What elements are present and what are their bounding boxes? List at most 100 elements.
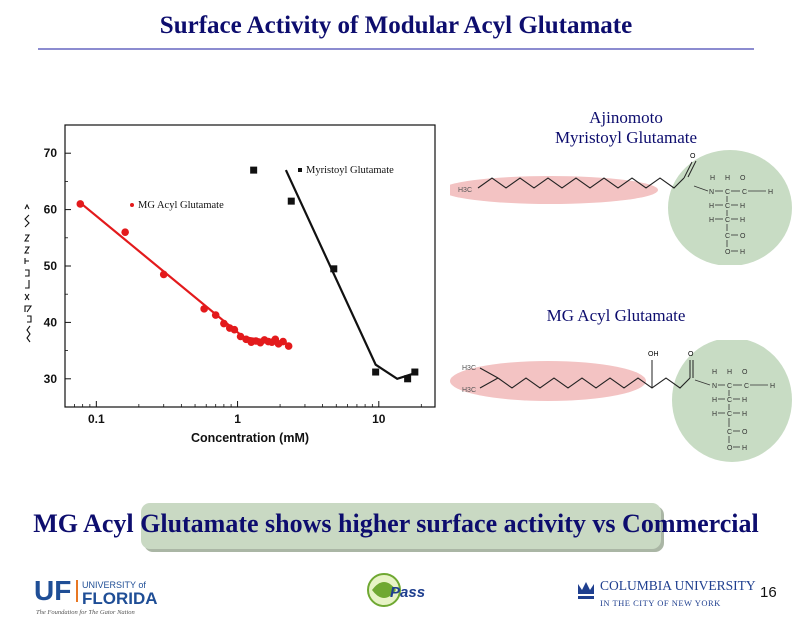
data-point [76,200,85,208]
uf-tagline: The Foundation for The Gator Nation [36,609,135,616]
svg-text:O: O [740,175,746,182]
glutamate-bonds [694,379,768,448]
svg-text:H: H [709,217,714,224]
footer: UF UNIVERSITY of FLORIDA The Foundation … [0,566,792,616]
svg-text:H: H [727,369,732,376]
glutamate-bonds [693,185,766,252]
columbia-line1: COLUMBIA UNIVERSITY [600,578,756,593]
svg-text:O: O [742,369,748,376]
methyl-label-top: H3C [462,365,476,372]
pass-logo-graphic: Pass [367,573,425,607]
y-tick-label: 60 [44,203,58,217]
fit-line [284,169,416,381]
lipid-tail-highlight [450,361,646,401]
ajinomoto-label-line1: Ajinomoto [589,108,663,127]
y-tick-label: 30 [44,372,58,386]
uf-line1: UNIVERSITY of [82,580,146,590]
columbia-crown-icon [578,582,594,599]
lipid-tail-highlight [450,176,658,204]
y-axis-label-scribble [23,203,33,343]
svg-text:O: O [725,249,731,256]
hydroxyl-label: OH [648,351,659,358]
series-annotation: Myristoyl Glutamate [306,165,394,176]
x-tick-label: 0.1 [88,412,105,426]
data-point [220,319,228,328]
series-annotation: MG Acyl Glutamate [138,200,224,211]
callout-text: MG Acyl Glutamate shows higher surface a… [33,509,759,538]
x-tick-label: 1 [234,412,241,426]
pass-logo: Pass [364,570,434,615]
svg-text:C: C [727,397,732,404]
svg-text:O: O [727,445,733,452]
svg-text:C: C [725,233,730,240]
svg-text:N: N [709,189,714,196]
annotation-marker [130,203,134,207]
page-number: 16 [760,584,777,601]
uf-logo-graphic: UF UNIVERSITY of FLORIDA The Foundation … [34,575,158,616]
columbia-line2: IN THE CITY OF NEW YORK [600,598,721,608]
svg-text:C: C [727,429,732,436]
svg-text:C: C [725,217,730,224]
data-point [250,166,258,174]
pass-leaf-icon [367,573,401,607]
headgroup-highlight [668,150,792,265]
callout-background [141,503,661,549]
svg-text:C: C [727,411,732,418]
svg-text:C: C [742,189,747,196]
data-point [411,368,419,376]
carbonyl-o-label: O [690,153,696,160]
conclusion-callout: MG Acyl Glutamate shows higher surface a… [0,503,792,549]
headgroup-highlight [672,340,792,462]
svg-text:C: C [725,203,730,210]
data-point [372,368,380,376]
title-divider [38,48,754,50]
svg-text:H: H [742,411,747,418]
data-point [279,337,287,346]
uf-line2: FLORIDA [82,589,158,608]
y-tick-label: 70 [44,146,58,160]
mg-acyl-label: MG Acyl Glutamate [546,306,686,325]
fit-line [79,201,289,345]
ajinomoto-label-line2: Myristoyl Glutamate [554,128,698,147]
x-tick-label: 10 [372,412,386,426]
columbia-logo: COLUMBIA UNIVERSITY IN THE CITY OF NEW Y… [576,574,756,617]
surface-tension-chart: 30 40 50 60 70 0.1 1 10 Concentration (mM) Myrist… [23,124,436,445]
svg-text:H: H [770,383,775,390]
svg-text:H: H [712,369,717,376]
svg-text:H: H [712,411,717,418]
data-point [404,375,412,383]
data-point [159,270,168,279]
annotation-marker [298,168,302,172]
svg-text:O: O [742,429,748,436]
svg-text:C: C [727,383,732,390]
svg-text:C: C [744,383,749,390]
y-tick-label: 40 [44,315,58,329]
carbonyl-o-label: O [688,351,694,358]
svg-text:H: H [740,217,745,224]
data-point [121,228,129,236]
acyl-chain [477,177,685,189]
data-point [230,325,239,334]
svg-text:H: H [742,445,747,452]
x-axis-label: Concentration (mM) [191,431,309,445]
svg-text:O: O [740,233,746,240]
data-point [330,265,338,273]
columbia-logo-graphic: COLUMBIA UNIVERSITY IN THE CITY OF NEW Y… [578,578,756,608]
uf-monogram: UF [34,575,71,606]
uf-logo: UF UNIVERSITY of FLORIDA The Foundation … [34,574,204,621]
acyl-chain [497,377,691,389]
data-point [200,305,208,313]
svg-text:H: H [742,397,747,404]
data-point [284,342,293,350]
methyl-label-bottom: H3C [462,387,476,394]
ajinomoto-label: Ajinomoto Myristoyl Glutamate [516,108,736,148]
svg-text:H: H [709,203,714,210]
data-point [287,197,295,205]
svg-text:H: H [725,175,730,182]
svg-text:C: C [725,189,730,196]
slide-title: Surface Activity of Modular Acyl Glutama… [159,12,633,39]
svg-text:H: H [740,249,745,256]
